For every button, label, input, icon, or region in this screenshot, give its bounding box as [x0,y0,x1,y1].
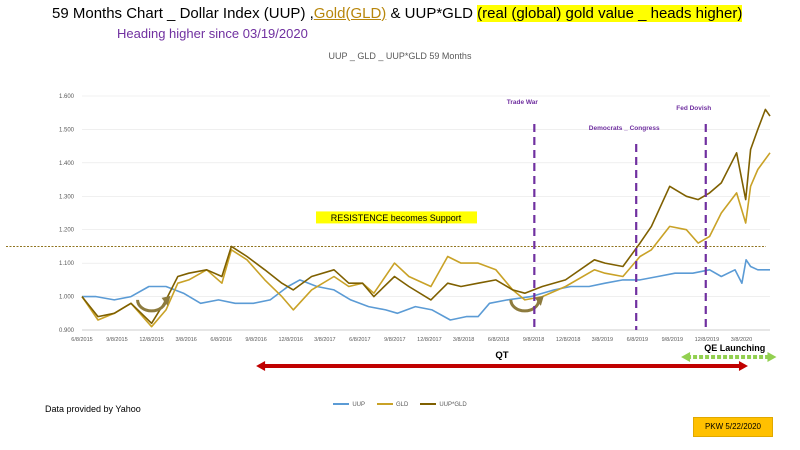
x-tick-label: 3/8/2018 [453,337,474,343]
y-tick-label: 1.000 [59,295,75,301]
x-tick-label: 6/8/2015 [71,337,92,343]
legend: UUP GLD UUP*GLD [0,402,800,408]
author-date-badge: PKW 5/22/2020 [693,417,773,437]
y-tick-label: 1.500 [59,127,75,133]
title-part1: 59 Months Chart _ Dollar Index (UUP) , [52,5,314,22]
chart-subtitle: Heading higher since 03/19/2020 [117,26,308,41]
x-tick-label: 3/8/2019 [592,337,613,343]
series-line-uup [82,259,770,321]
range-arrowhead-left [681,352,691,362]
x-tick-label: 3/8/2016 [175,337,196,343]
legend-label: UUP*GLD [439,402,467,408]
range-arrowhead-right [767,352,777,362]
chart-title: 59 Months Chart _ Dollar Index (UUP) ,Go… [52,5,743,22]
event-label: Trade War [507,99,539,106]
legend-item: UUP [333,402,365,408]
x-tick-label: 12/8/2017 [417,337,441,343]
support-label-bg [316,211,477,224]
support-label: RESISTENCE becomes Support [331,213,462,223]
x-tick-label: 12/8/2019 [695,337,719,343]
source-note: Data provided by Yahoo [45,404,141,414]
y-tick-label: 1.600 [59,94,75,100]
x-tick-label: 6/8/2019 [627,337,648,343]
range-arrowhead-right [738,361,748,371]
x-tick-label: 12/8/2016 [278,337,302,343]
y-tick-label: 1.100 [59,261,75,267]
x-tick-label: 9/8/2018 [523,337,544,343]
y-tick-label: 1.200 [59,228,75,234]
x-tick-label: 12/8/2015 [139,337,163,343]
x-tick-label: 9/8/2016 [245,337,266,343]
range-label: QT [495,350,508,361]
x-tick-label: 3/8/2017 [314,337,335,343]
series-line-product [81,108,771,325]
x-tick-label: 6/8/2016 [210,337,231,343]
y-tick-label: 1.400 [59,161,75,167]
circled-low-marker [509,299,541,313]
event-label: Fed Dovish [676,105,711,112]
chart-heading: UUP _ GLD _ UUP*GLD 59 Months [328,51,472,61]
x-tick-label: 12/8/2018 [556,337,580,343]
legend-item: UUP*GLD [420,402,467,408]
legend-swatch [376,403,393,406]
x-tick-label: 9/8/2019 [662,337,683,343]
legend-label: UUP [352,402,365,408]
x-tick-label: 3/8/2020 [731,337,752,343]
legend-label: GLD [395,402,409,408]
circled-low-arrowhead [161,295,171,306]
title-gold: Gold(GLD) [313,5,387,22]
range-label: QE Launching [704,343,765,353]
series-line-gld [81,152,771,328]
y-tick-label: 0.900 [59,328,75,334]
x-tick-label: 9/8/2017 [384,337,405,343]
title-highlight: (real (global) gold value _ heads higher… [477,5,743,22]
x-tick-label: 6/8/2017 [349,337,370,343]
event-label: Democrats _ Congress [589,125,660,132]
x-tick-label: 6/8/2018 [488,337,509,343]
range-arrowhead-left [256,361,266,371]
x-tick-label: 9/8/2015 [106,337,127,343]
circled-low-arrowhead [534,295,544,306]
y-tick-label: 1.300 [59,194,75,200]
legend-swatch [420,403,437,406]
title-part2: & UUP*GLD [386,5,478,22]
circled-low-marker [136,299,168,313]
legend-item: GLD [376,402,409,408]
legend-swatch [333,403,350,406]
